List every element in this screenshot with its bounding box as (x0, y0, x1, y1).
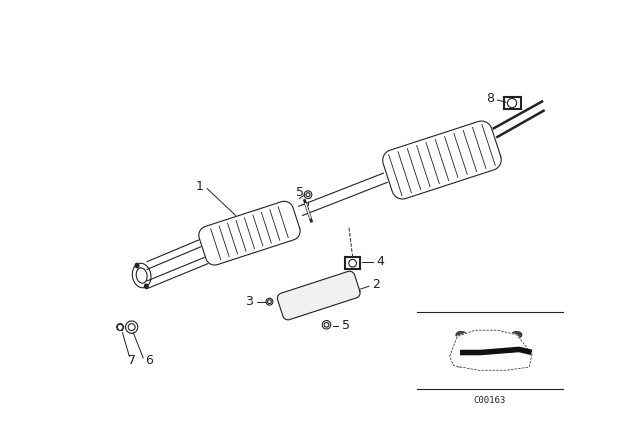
Ellipse shape (456, 332, 467, 338)
Circle shape (323, 287, 326, 289)
Ellipse shape (456, 361, 467, 367)
Ellipse shape (135, 263, 139, 268)
Text: 3: 3 (246, 295, 253, 308)
Polygon shape (277, 271, 360, 320)
Circle shape (299, 306, 301, 309)
Text: 4: 4 (376, 255, 384, 268)
Ellipse shape (132, 263, 151, 288)
Ellipse shape (511, 332, 522, 338)
Circle shape (313, 302, 315, 304)
Polygon shape (199, 201, 300, 265)
Text: 5: 5 (342, 319, 349, 332)
Text: 2: 2 (372, 278, 380, 291)
Circle shape (309, 291, 312, 294)
Text: 6: 6 (145, 354, 154, 367)
Ellipse shape (125, 321, 138, 333)
Text: 1: 1 (195, 180, 204, 193)
Text: 8: 8 (486, 92, 493, 105)
Ellipse shape (511, 361, 522, 367)
Ellipse shape (304, 191, 312, 198)
Ellipse shape (116, 323, 124, 331)
Polygon shape (450, 330, 532, 370)
Text: 5: 5 (296, 186, 303, 199)
Ellipse shape (266, 298, 273, 305)
Ellipse shape (322, 321, 331, 329)
Ellipse shape (145, 284, 148, 289)
Circle shape (326, 297, 329, 299)
Text: 7: 7 (127, 354, 136, 367)
Text: C00163: C00163 (474, 396, 506, 405)
Circle shape (340, 293, 343, 295)
Circle shape (296, 296, 298, 298)
Circle shape (337, 282, 339, 284)
Polygon shape (383, 121, 501, 199)
